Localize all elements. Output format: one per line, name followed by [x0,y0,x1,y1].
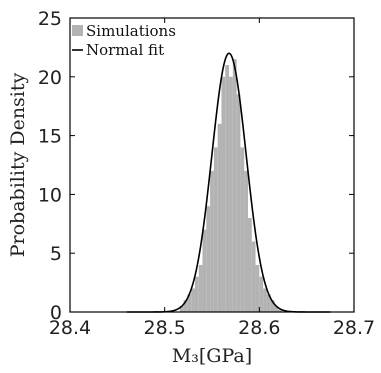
plot-frame [69,17,355,313]
y-tick-label: 10 [38,184,62,206]
histogram-bar [210,170,214,312]
histogram-bar [179,306,184,312]
histogram-bar [259,276,264,312]
histogram-bar [236,94,241,312]
histogram-bar [225,65,230,312]
histogram-bar [191,288,195,312]
legend: Simulations Normal fit [72,22,176,59]
histogram-bar [274,306,279,312]
histogram-bar [270,300,275,312]
x-axis-ticks: 28.4 28.5 28.6 28.7 [49,18,375,339]
y-tick-label: 5 [50,243,62,265]
y-axis-title: Probability Density [7,72,29,257]
histogram-bars [179,59,283,312]
histogram-bar [251,241,256,312]
histogram-bar [232,59,237,312]
histogram-bar [247,217,252,312]
histogram-bar [202,229,207,312]
y-tick-label: 0 [50,302,62,324]
histogram-bar [217,123,222,312]
histogram-bar [266,294,271,312]
y-axis-ticks: 0 5 10 15 20 25 [38,8,354,324]
y-tick-label: 15 [38,126,62,148]
legend-label-normal-fit: Normal fit [86,41,164,59]
histogram-bar [198,264,203,312]
histogram-bar [221,76,226,312]
x-tick-label: 28.7 [333,317,375,339]
x-tick-label: 28.4 [49,317,91,339]
x-axis-title: M₃[GPa] [172,345,252,367]
histogram-bar [229,76,233,312]
histogram-bar [187,294,192,312]
histogram-bar [244,170,248,312]
x-tick-label: 28.5 [144,317,186,339]
x-tick-label: 28.6 [238,317,280,339]
histogram-bar [278,309,283,312]
y-tick-label: 20 [38,67,62,89]
histogram-bar [263,288,267,312]
histogram-bar [213,147,218,312]
histogram-bar [183,300,188,312]
histogram-bar [255,264,260,312]
histogram-bar [240,147,245,312]
legend-swatch-simulations [72,25,83,36]
histogram-bar [194,276,199,312]
y-tick-label: 25 [38,8,62,30]
legend-label-simulations: Simulations [86,22,176,40]
histogram-bar [206,206,211,312]
